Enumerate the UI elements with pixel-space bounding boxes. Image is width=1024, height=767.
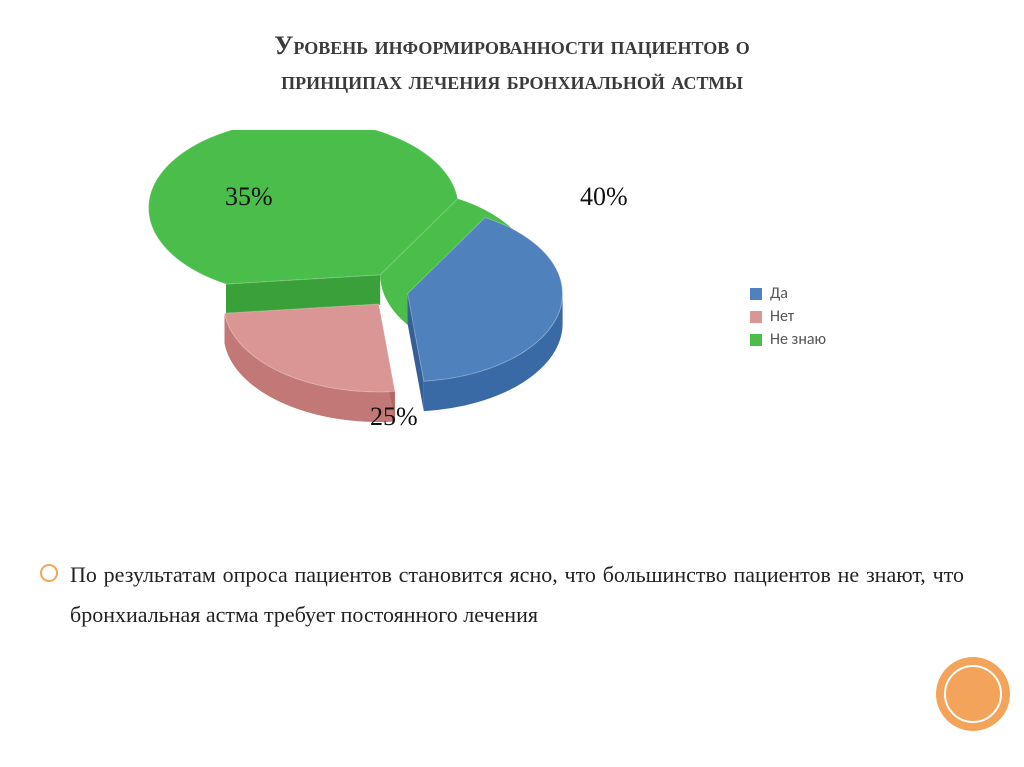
chart-legend: Да Нет Не знаю — [750, 280, 826, 353]
corner-circle-ring-icon — [944, 665, 1002, 723]
legend-text-dont-know: Не знаю — [770, 330, 826, 349]
bullet-ring-icon — [40, 564, 58, 582]
slide-title: Уровень информированности пациентов о пр… — [0, 28, 1024, 98]
body-text: По результатам опроса пациентов становит… — [70, 555, 964, 634]
legend-item-dont-know: Не знаю — [750, 330, 826, 349]
pie-label-dont-know: 35% — [225, 182, 273, 212]
legend-item-yes: Да — [750, 284, 826, 303]
legend-swatch-yes — [750, 288, 762, 300]
legend-swatch-no — [750, 311, 762, 323]
pie-label-yes: 40% — [580, 182, 628, 212]
slide: Уровень информированности пациентов о пр… — [0, 0, 1024, 767]
title-line-2: принципах лечения бронхиальной астмы — [60, 63, 964, 98]
legend-swatch-dont-know — [750, 334, 762, 346]
legend-text-yes: Да — [770, 284, 788, 303]
legend-item-no: Нет — [750, 307, 826, 326]
title-line-1: Уровень информированности пациентов о — [60, 28, 964, 63]
body-paragraph: По результатам опроса пациентов становит… — [70, 562, 964, 627]
legend-text-no: Нет — [770, 307, 794, 326]
pie-label-no: 25% — [370, 402, 418, 432]
